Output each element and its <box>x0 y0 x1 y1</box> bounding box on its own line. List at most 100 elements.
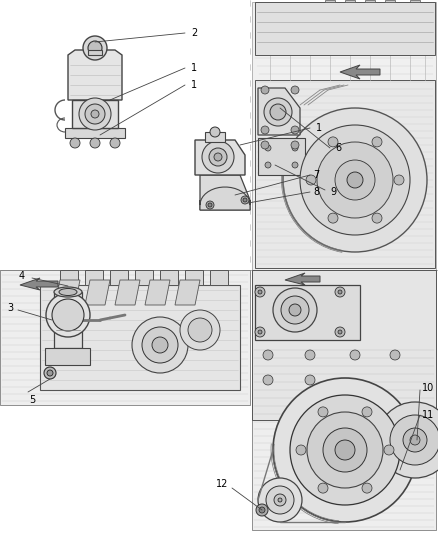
Circle shape <box>264 98 292 126</box>
Polygon shape <box>68 50 122 100</box>
Circle shape <box>335 287 345 297</box>
Polygon shape <box>135 270 153 285</box>
Text: 6: 6 <box>335 143 341 153</box>
Polygon shape <box>195 140 245 175</box>
Polygon shape <box>385 0 395 2</box>
Circle shape <box>273 378 417 522</box>
Circle shape <box>255 287 265 297</box>
Circle shape <box>292 162 298 168</box>
Circle shape <box>261 126 269 134</box>
Text: 7: 7 <box>313 170 319 180</box>
Polygon shape <box>55 280 80 305</box>
Circle shape <box>85 104 105 124</box>
Polygon shape <box>210 270 228 285</box>
Circle shape <box>335 327 345 337</box>
Circle shape <box>241 196 249 204</box>
Circle shape <box>300 125 410 235</box>
Circle shape <box>274 494 286 506</box>
Polygon shape <box>200 187 250 210</box>
Text: 3: 3 <box>7 303 13 313</box>
Text: 10: 10 <box>422 383 434 393</box>
Polygon shape <box>252 2 436 270</box>
Circle shape <box>261 141 269 149</box>
Polygon shape <box>258 88 300 135</box>
Circle shape <box>132 317 188 373</box>
Circle shape <box>362 483 372 493</box>
Circle shape <box>290 395 400 505</box>
Circle shape <box>265 145 271 151</box>
Circle shape <box>265 162 271 168</box>
Text: 8: 8 <box>313 187 319 197</box>
Polygon shape <box>45 348 90 365</box>
Circle shape <box>289 304 301 316</box>
Circle shape <box>90 138 100 148</box>
Circle shape <box>88 41 102 55</box>
Circle shape <box>317 142 393 218</box>
Circle shape <box>305 350 315 360</box>
Circle shape <box>258 478 302 522</box>
Polygon shape <box>72 100 118 128</box>
Circle shape <box>390 415 438 465</box>
Circle shape <box>263 375 273 385</box>
Ellipse shape <box>59 288 77 295</box>
Circle shape <box>214 153 222 161</box>
Circle shape <box>318 407 328 417</box>
Circle shape <box>323 428 367 472</box>
Polygon shape <box>325 0 335 2</box>
Ellipse shape <box>54 287 82 297</box>
Circle shape <box>258 330 262 334</box>
Circle shape <box>283 108 427 252</box>
Circle shape <box>328 137 338 147</box>
Polygon shape <box>285 273 320 285</box>
Polygon shape <box>255 2 435 55</box>
Polygon shape <box>0 270 250 405</box>
Circle shape <box>377 402 438 478</box>
Circle shape <box>258 290 262 294</box>
Circle shape <box>83 36 107 60</box>
Circle shape <box>70 138 80 148</box>
Circle shape <box>372 137 382 147</box>
Circle shape <box>266 486 294 514</box>
Polygon shape <box>185 270 203 285</box>
Text: 5: 5 <box>29 395 35 405</box>
Circle shape <box>243 198 247 202</box>
Text: 9: 9 <box>330 187 336 197</box>
Circle shape <box>259 507 265 513</box>
Polygon shape <box>200 175 250 210</box>
Polygon shape <box>88 50 102 55</box>
Circle shape <box>180 310 220 350</box>
Polygon shape <box>110 270 128 285</box>
Polygon shape <box>85 270 103 285</box>
Circle shape <box>273 288 317 332</box>
Polygon shape <box>340 65 380 79</box>
Polygon shape <box>65 128 125 138</box>
Text: 1: 1 <box>191 63 197 73</box>
Circle shape <box>263 350 273 360</box>
Circle shape <box>318 483 328 493</box>
Polygon shape <box>410 0 420 2</box>
Circle shape <box>52 299 84 331</box>
Circle shape <box>270 104 286 120</box>
Polygon shape <box>255 80 435 268</box>
Circle shape <box>384 445 394 455</box>
Text: 2: 2 <box>191 28 197 38</box>
Circle shape <box>206 201 214 209</box>
Polygon shape <box>365 0 375 2</box>
Text: 11: 11 <box>422 410 434 420</box>
Polygon shape <box>252 270 436 530</box>
Polygon shape <box>54 292 82 348</box>
Polygon shape <box>252 270 436 420</box>
Circle shape <box>46 293 90 337</box>
Text: 1: 1 <box>316 123 322 133</box>
Circle shape <box>91 110 99 118</box>
Polygon shape <box>345 0 355 2</box>
Circle shape <box>261 86 269 94</box>
Circle shape <box>328 213 338 223</box>
Circle shape <box>410 435 420 445</box>
Polygon shape <box>205 132 225 142</box>
Polygon shape <box>175 280 200 305</box>
Circle shape <box>362 407 372 417</box>
Polygon shape <box>258 138 305 175</box>
Circle shape <box>338 330 342 334</box>
Circle shape <box>281 296 309 324</box>
